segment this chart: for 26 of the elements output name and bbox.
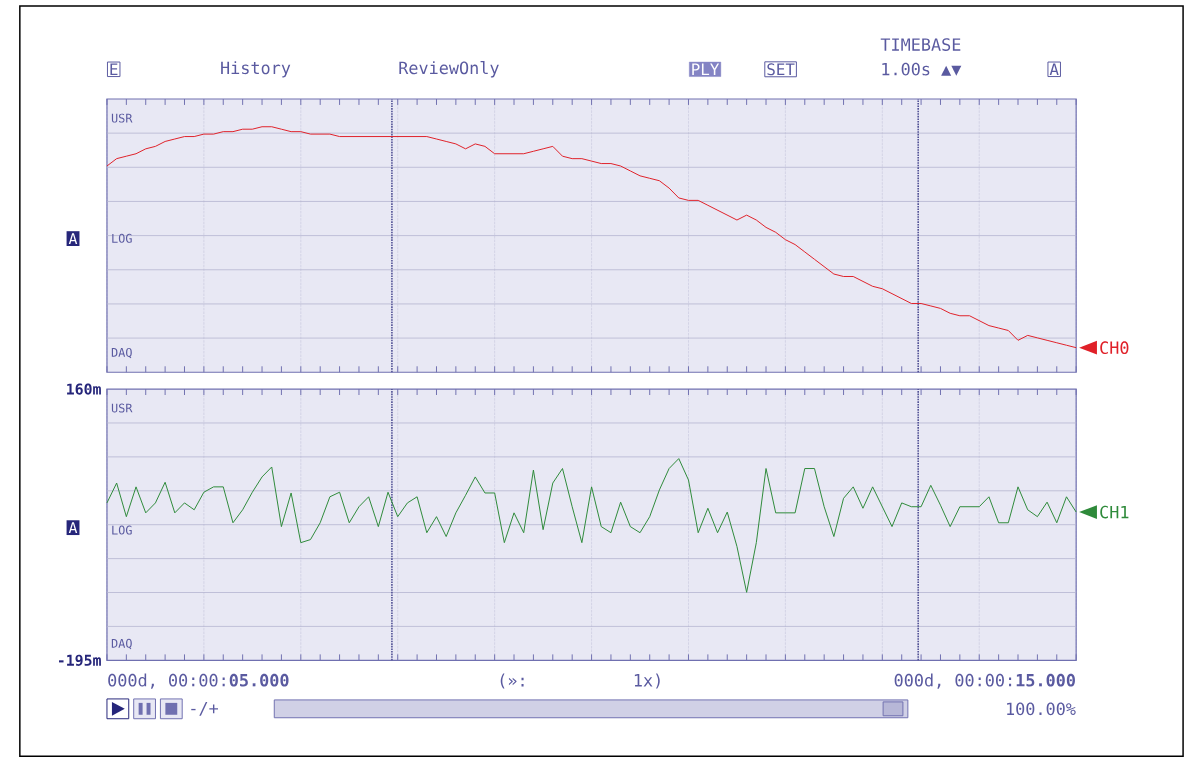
- legend-label: CH0: [1100, 341, 1129, 354]
- y-tick-label: 160m: [67, 383, 101, 395]
- text: A: [1049, 63, 1059, 75]
- text: 1x): [634, 673, 660, 689]
- text: 000d, 00:00:05.000: [108, 673, 289, 689]
- text: -/+: [191, 701, 219, 716]
- text: SET: [767, 63, 795, 76]
- text: PLY: [692, 63, 720, 75]
- text: A: [68, 233, 78, 244]
- text: History: [221, 61, 291, 78]
- annotation: LOG: [112, 233, 132, 243]
- annotation: USR: [111, 403, 133, 413]
- text: TIMEBASE: [880, 38, 961, 51]
- annotation: DAQ: [111, 347, 132, 359]
- text: A: [68, 522, 78, 533]
- text: USR: [111, 113, 133, 123]
- text: 1.00s ▲▼: [882, 62, 962, 76]
- legend-label: CH1: [1100, 505, 1129, 519]
- text: 100.00%: [1007, 702, 1076, 716]
- y-tick-label: -195m: [58, 654, 101, 666]
- text: ReviewOnly: [399, 60, 499, 78]
- annotation: DAQ: [111, 638, 132, 650]
- text: E: [110, 63, 118, 75]
- annotation: LOG: [112, 525, 132, 535]
- text: (»:: [500, 673, 524, 689]
- text: 000d, 00:00:15.000: [894, 673, 1075, 689]
